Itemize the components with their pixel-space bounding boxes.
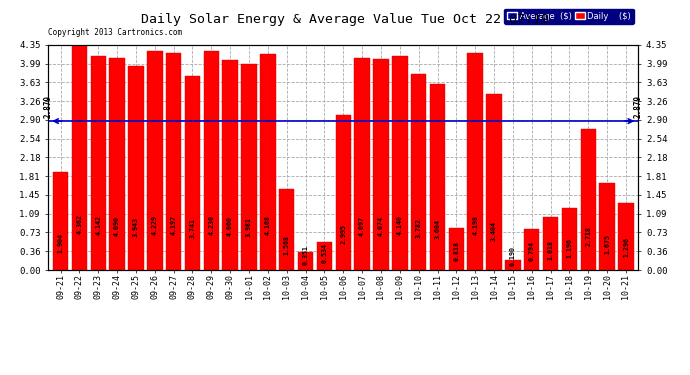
Text: 4.090: 4.090 — [114, 216, 120, 236]
Bar — [185, 76, 200, 270]
Text: 2.995: 2.995 — [340, 224, 346, 244]
Bar — [355, 58, 370, 270]
Text: 3.782: 3.782 — [415, 218, 422, 238]
Bar — [580, 129, 596, 270]
Bar — [468, 53, 483, 270]
Bar — [448, 228, 464, 270]
Text: 4.229: 4.229 — [152, 214, 158, 235]
Text: 3.943: 3.943 — [133, 217, 139, 237]
Text: 2.879: 2.879 — [43, 95, 53, 118]
Bar — [204, 51, 219, 270]
Text: Daily Solar Energy & Average Value Tue Oct 22 07:19: Daily Solar Energy & Average Value Tue O… — [141, 13, 549, 26]
Text: 0.818: 0.818 — [453, 241, 460, 261]
Text: 2.879: 2.879 — [633, 95, 643, 118]
Text: 4.060: 4.060 — [227, 216, 233, 236]
Text: 2.718: 2.718 — [585, 226, 591, 246]
Bar — [562, 208, 577, 270]
Bar — [241, 64, 257, 270]
Text: 4.230: 4.230 — [208, 214, 215, 235]
Text: 4.074: 4.074 — [378, 216, 384, 236]
Bar — [260, 54, 275, 270]
Text: 1.296: 1.296 — [623, 237, 629, 257]
Text: 0.794: 0.794 — [529, 241, 535, 261]
Text: Copyright 2013 Cartronics.com: Copyright 2013 Cartronics.com — [48, 28, 182, 37]
Bar — [222, 60, 238, 270]
Bar — [392, 56, 408, 270]
Text: 1.196: 1.196 — [566, 238, 573, 258]
Text: 4.140: 4.140 — [397, 215, 403, 235]
Bar — [147, 51, 163, 270]
Text: 0.190: 0.190 — [510, 246, 516, 266]
Bar — [53, 171, 68, 270]
Bar — [335, 115, 351, 270]
Text: 1.904: 1.904 — [57, 232, 63, 253]
Bar — [110, 58, 125, 270]
Bar — [72, 44, 87, 270]
Bar — [430, 84, 445, 270]
Bar — [618, 203, 633, 270]
Text: 1.675: 1.675 — [604, 234, 610, 254]
Bar — [543, 217, 558, 270]
Text: 4.197: 4.197 — [170, 215, 177, 235]
Text: 3.604: 3.604 — [435, 219, 440, 240]
Text: 1.568: 1.568 — [284, 235, 290, 255]
Bar — [166, 53, 181, 270]
Bar — [373, 59, 388, 270]
Bar — [505, 260, 521, 270]
Text: 4.097: 4.097 — [359, 216, 365, 236]
Bar — [524, 229, 540, 270]
Bar — [128, 66, 144, 270]
Bar — [411, 74, 426, 270]
Text: 0.351: 0.351 — [303, 245, 308, 265]
Bar — [486, 94, 502, 270]
Text: 0.534: 0.534 — [322, 243, 328, 263]
Legend: Average  ($), Daily    ($): Average ($), Daily ($) — [504, 9, 634, 24]
Text: 4.168: 4.168 — [265, 215, 271, 235]
Bar — [90, 56, 106, 270]
Text: 3.741: 3.741 — [190, 218, 195, 238]
Text: 4.142: 4.142 — [95, 215, 101, 235]
Text: 3.981: 3.981 — [246, 216, 252, 237]
Text: 3.404: 3.404 — [491, 221, 497, 241]
Text: 1.018: 1.018 — [548, 240, 553, 260]
Bar — [317, 242, 332, 270]
Text: 4.362: 4.362 — [77, 214, 82, 234]
Bar — [298, 252, 313, 270]
Bar — [279, 189, 295, 270]
Bar — [600, 183, 615, 270]
Text: 4.198: 4.198 — [472, 215, 478, 235]
